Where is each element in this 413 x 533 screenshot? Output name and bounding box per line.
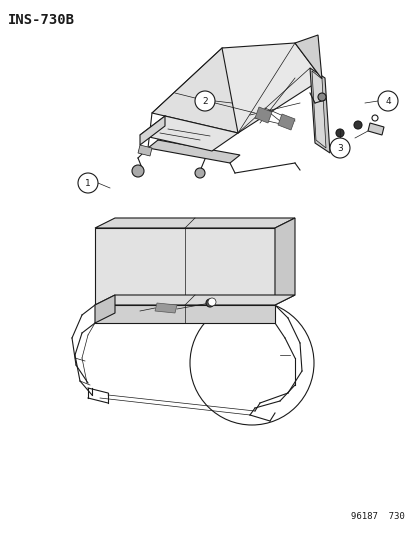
- Polygon shape: [95, 295, 115, 323]
- Polygon shape: [140, 116, 165, 145]
- Polygon shape: [367, 123, 383, 135]
- Text: 1: 1: [85, 179, 91, 188]
- Polygon shape: [95, 218, 294, 228]
- Text: 3: 3: [336, 143, 342, 152]
- Circle shape: [377, 91, 397, 111]
- Polygon shape: [277, 114, 294, 130]
- Circle shape: [78, 173, 98, 193]
- Polygon shape: [254, 107, 271, 123]
- Text: 2: 2: [202, 96, 207, 106]
- Circle shape: [132, 165, 144, 177]
- Circle shape: [195, 91, 214, 111]
- Circle shape: [206, 299, 214, 307]
- Polygon shape: [95, 228, 274, 305]
- Polygon shape: [311, 71, 325, 148]
- Polygon shape: [154, 303, 177, 313]
- Polygon shape: [294, 35, 321, 79]
- Circle shape: [371, 115, 377, 121]
- Polygon shape: [147, 140, 240, 163]
- Polygon shape: [140, 116, 237, 151]
- Text: 4: 4: [384, 96, 390, 106]
- Polygon shape: [309, 68, 329, 153]
- Polygon shape: [221, 43, 321, 133]
- Text: INS-730B: INS-730B: [8, 13, 75, 27]
- Polygon shape: [274, 218, 294, 305]
- Polygon shape: [138, 145, 152, 156]
- Polygon shape: [152, 48, 309, 133]
- Circle shape: [207, 298, 216, 306]
- Text: 96187  730: 96187 730: [350, 512, 404, 521]
- Circle shape: [353, 121, 361, 129]
- Polygon shape: [95, 295, 294, 305]
- Polygon shape: [95, 305, 274, 323]
- Circle shape: [195, 168, 204, 178]
- Circle shape: [335, 129, 343, 137]
- Circle shape: [317, 93, 325, 101]
- Circle shape: [329, 138, 349, 158]
